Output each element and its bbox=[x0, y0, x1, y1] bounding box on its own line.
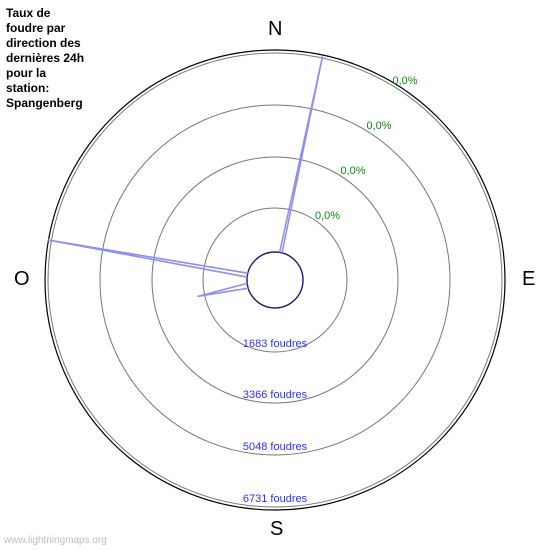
cardinal-s: S bbox=[270, 518, 283, 541]
ring-count-4: 6731 foudres bbox=[243, 493, 307, 505]
cardinal-n: N bbox=[268, 18, 282, 41]
cardinal-w: O bbox=[14, 268, 30, 291]
cardinal-e: E bbox=[522, 268, 535, 291]
ring-pct-2: 0,0% bbox=[341, 165, 366, 177]
ring-pct-4: 0,0% bbox=[393, 75, 418, 87]
ring-pct-1: 0,0% bbox=[315, 210, 340, 222]
ring-count-2: 3366 foudres bbox=[243, 389, 307, 401]
ring-count-1: 1683 foudres bbox=[243, 338, 307, 350]
polar-chart-svg bbox=[0, 0, 550, 550]
ring-count-3: 5048 foudres bbox=[243, 441, 307, 453]
ring-pct-3: 0,0% bbox=[367, 120, 392, 132]
